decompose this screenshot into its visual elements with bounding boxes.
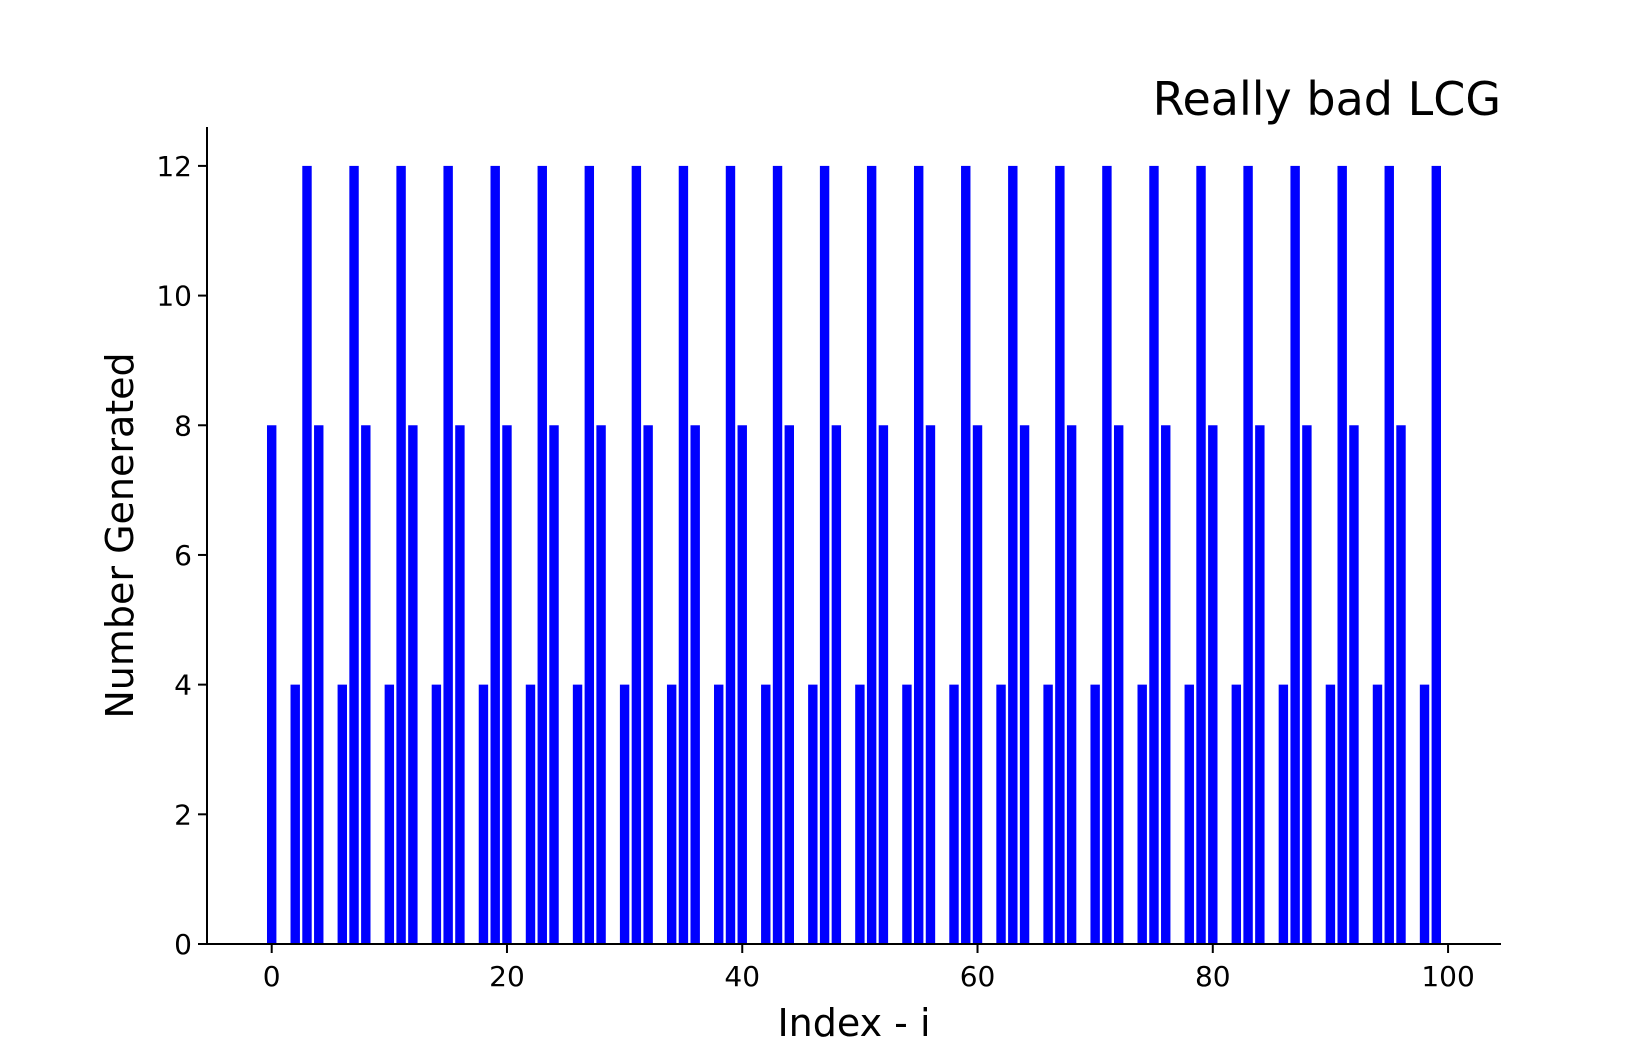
bar-0 (266, 425, 277, 944)
bar-74 (1137, 684, 1147, 944)
chart-title: Really bad LCG (1153, 72, 1501, 126)
y-tick-label-2: 2 (174, 798, 192, 831)
bar-67 (1055, 165, 1065, 944)
bar-32 (643, 425, 653, 944)
bar-56 (925, 425, 936, 944)
bar-58 (949, 684, 959, 944)
bar-80 (1208, 425, 1218, 944)
bar-72 (1113, 425, 1124, 944)
axes-group (206, 127, 1501, 945)
bar-31 (631, 165, 642, 944)
bar-50 (855, 684, 865, 944)
bar-43 (772, 165, 783, 944)
bar-71 (1102, 165, 1112, 944)
bar-92 (1349, 425, 1359, 944)
x-tick-label-40: 40 (724, 960, 760, 993)
y-tick-label-12: 12 (156, 150, 192, 183)
bar-38 (714, 684, 724, 944)
x-tick-label-100: 100 (1421, 960, 1474, 993)
bar-39 (725, 165, 736, 944)
bar-82 (1231, 684, 1242, 944)
bar-3 (302, 165, 312, 944)
bar-28 (596, 425, 606, 944)
bar-55 (913, 165, 924, 944)
bar-54 (902, 684, 912, 944)
bar-63 (1008, 165, 1018, 944)
bar-91 (1337, 165, 1347, 944)
bar-46 (808, 684, 818, 944)
x-tick-label-0: 0 (263, 960, 281, 993)
bar-62 (996, 684, 1006, 944)
bar-7 (349, 165, 359, 944)
bar-60 (972, 425, 983, 944)
bar-40 (737, 425, 747, 944)
x-tick-label-60: 60 (960, 960, 996, 993)
bar-6 (337, 684, 347, 944)
y-tick-label-4: 4 (174, 669, 192, 702)
bar-59 (961, 165, 971, 944)
bar-70 (1090, 684, 1100, 944)
x-ticks-group: 0 20 40 60 80 100 (263, 944, 1475, 993)
bar-96 (1396, 425, 1406, 944)
bar-44 (784, 425, 794, 944)
bar-76 (1161, 425, 1171, 944)
bar-23 (537, 165, 547, 944)
bar-98 (1419, 684, 1430, 944)
x-axis-title: Index - i (777, 1001, 930, 1045)
x-tick-label-80: 80 (1195, 960, 1231, 993)
bar-68 (1066, 425, 1077, 944)
y-tick-label-0: 0 (174, 928, 192, 961)
bar-86 (1278, 684, 1289, 944)
bar-99 (1431, 165, 1441, 944)
x-tick-label-20: 20 (489, 960, 525, 993)
bar-30 (619, 684, 630, 944)
bar-47 (819, 165, 830, 944)
bar-26 (572, 684, 583, 944)
y-tick-label-8: 8 (174, 409, 192, 442)
bar-36 (690, 425, 700, 944)
bar-48 (831, 425, 842, 944)
bar-95 (1384, 165, 1394, 944)
bar-78 (1184, 684, 1194, 944)
bar-84 (1255, 425, 1265, 944)
bar-2 (290, 684, 300, 944)
bar-11 (396, 165, 406, 944)
bar-14 (431, 684, 442, 944)
bar-12 (408, 425, 418, 944)
bar-4 (314, 425, 324, 944)
bar-27 (584, 165, 595, 944)
bar-19 (490, 165, 500, 944)
y-ticks-group: 0 2 4 6 8 10 12 (156, 150, 207, 961)
bar-22 (525, 684, 536, 944)
y-axis-title: Number Generated (98, 352, 142, 718)
bar-20 (502, 425, 512, 944)
bar-35 (678, 165, 689, 944)
bar-79 (1196, 165, 1206, 944)
bar-24 (549, 425, 559, 944)
bars-group (266, 165, 1441, 944)
bar-88 (1302, 425, 1312, 944)
bar-34 (666, 684, 677, 944)
bar-16 (455, 425, 465, 944)
bar-87 (1290, 165, 1300, 944)
bar-94 (1372, 684, 1383, 944)
bar-66 (1043, 684, 1053, 944)
bar-42 (761, 684, 771, 944)
bar-10 (384, 684, 395, 944)
bar-15 (443, 165, 453, 944)
bar-52 (878, 425, 889, 944)
bar-83 (1243, 165, 1253, 944)
y-tick-label-6: 6 (174, 539, 192, 572)
bar-64 (1019, 425, 1030, 944)
bar-90 (1325, 684, 1336, 944)
bar-18 (478, 684, 489, 944)
y-tick-label-10: 10 (156, 280, 192, 313)
bar-75 (1149, 165, 1159, 944)
bar-8 (361, 425, 371, 944)
bar-51 (866, 165, 877, 944)
